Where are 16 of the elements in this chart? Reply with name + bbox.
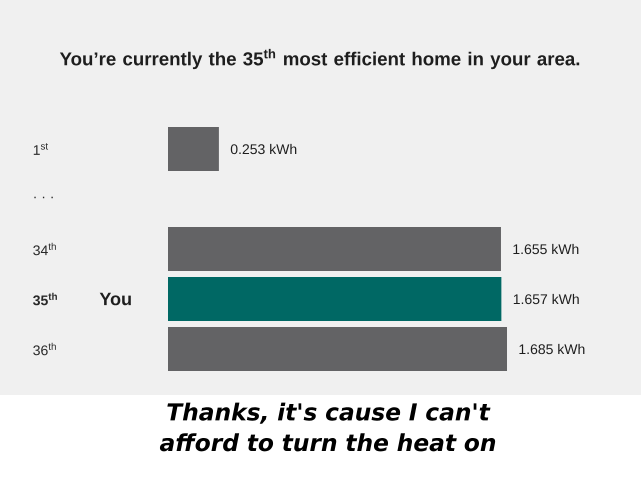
data-label: 1.685 kWh — [519, 344, 584, 354]
y-tick-label: 1$^{st}$ — [34, 143, 48, 155]
bar — [168, 277, 502, 322]
y-tick-label: · · · — [34, 196, 53, 198]
bar — [168, 327, 508, 372]
bar — [168, 127, 219, 172]
data-label: 0.253 kWh — [230, 144, 296, 154]
data-label: 1.655 kWh — [513, 244, 578, 254]
chart-title: You’re currently the 35$^{th}$ most efficient home in your area. — [60, 48, 580, 70]
y-tick-label: 34$^{th}$ — [33, 242, 56, 256]
text: You — [100, 292, 131, 306]
data-label: 1.657 kWh — [514, 294, 579, 304]
text: Thanks, it's cause I can't afford to turn the heat on — [160, 402, 496, 452]
y-tick-label: 35$^{th}$ — [33, 292, 57, 306]
y-tick-label: 36$^{th}$ — [33, 342, 56, 356]
bar — [168, 227, 501, 272]
